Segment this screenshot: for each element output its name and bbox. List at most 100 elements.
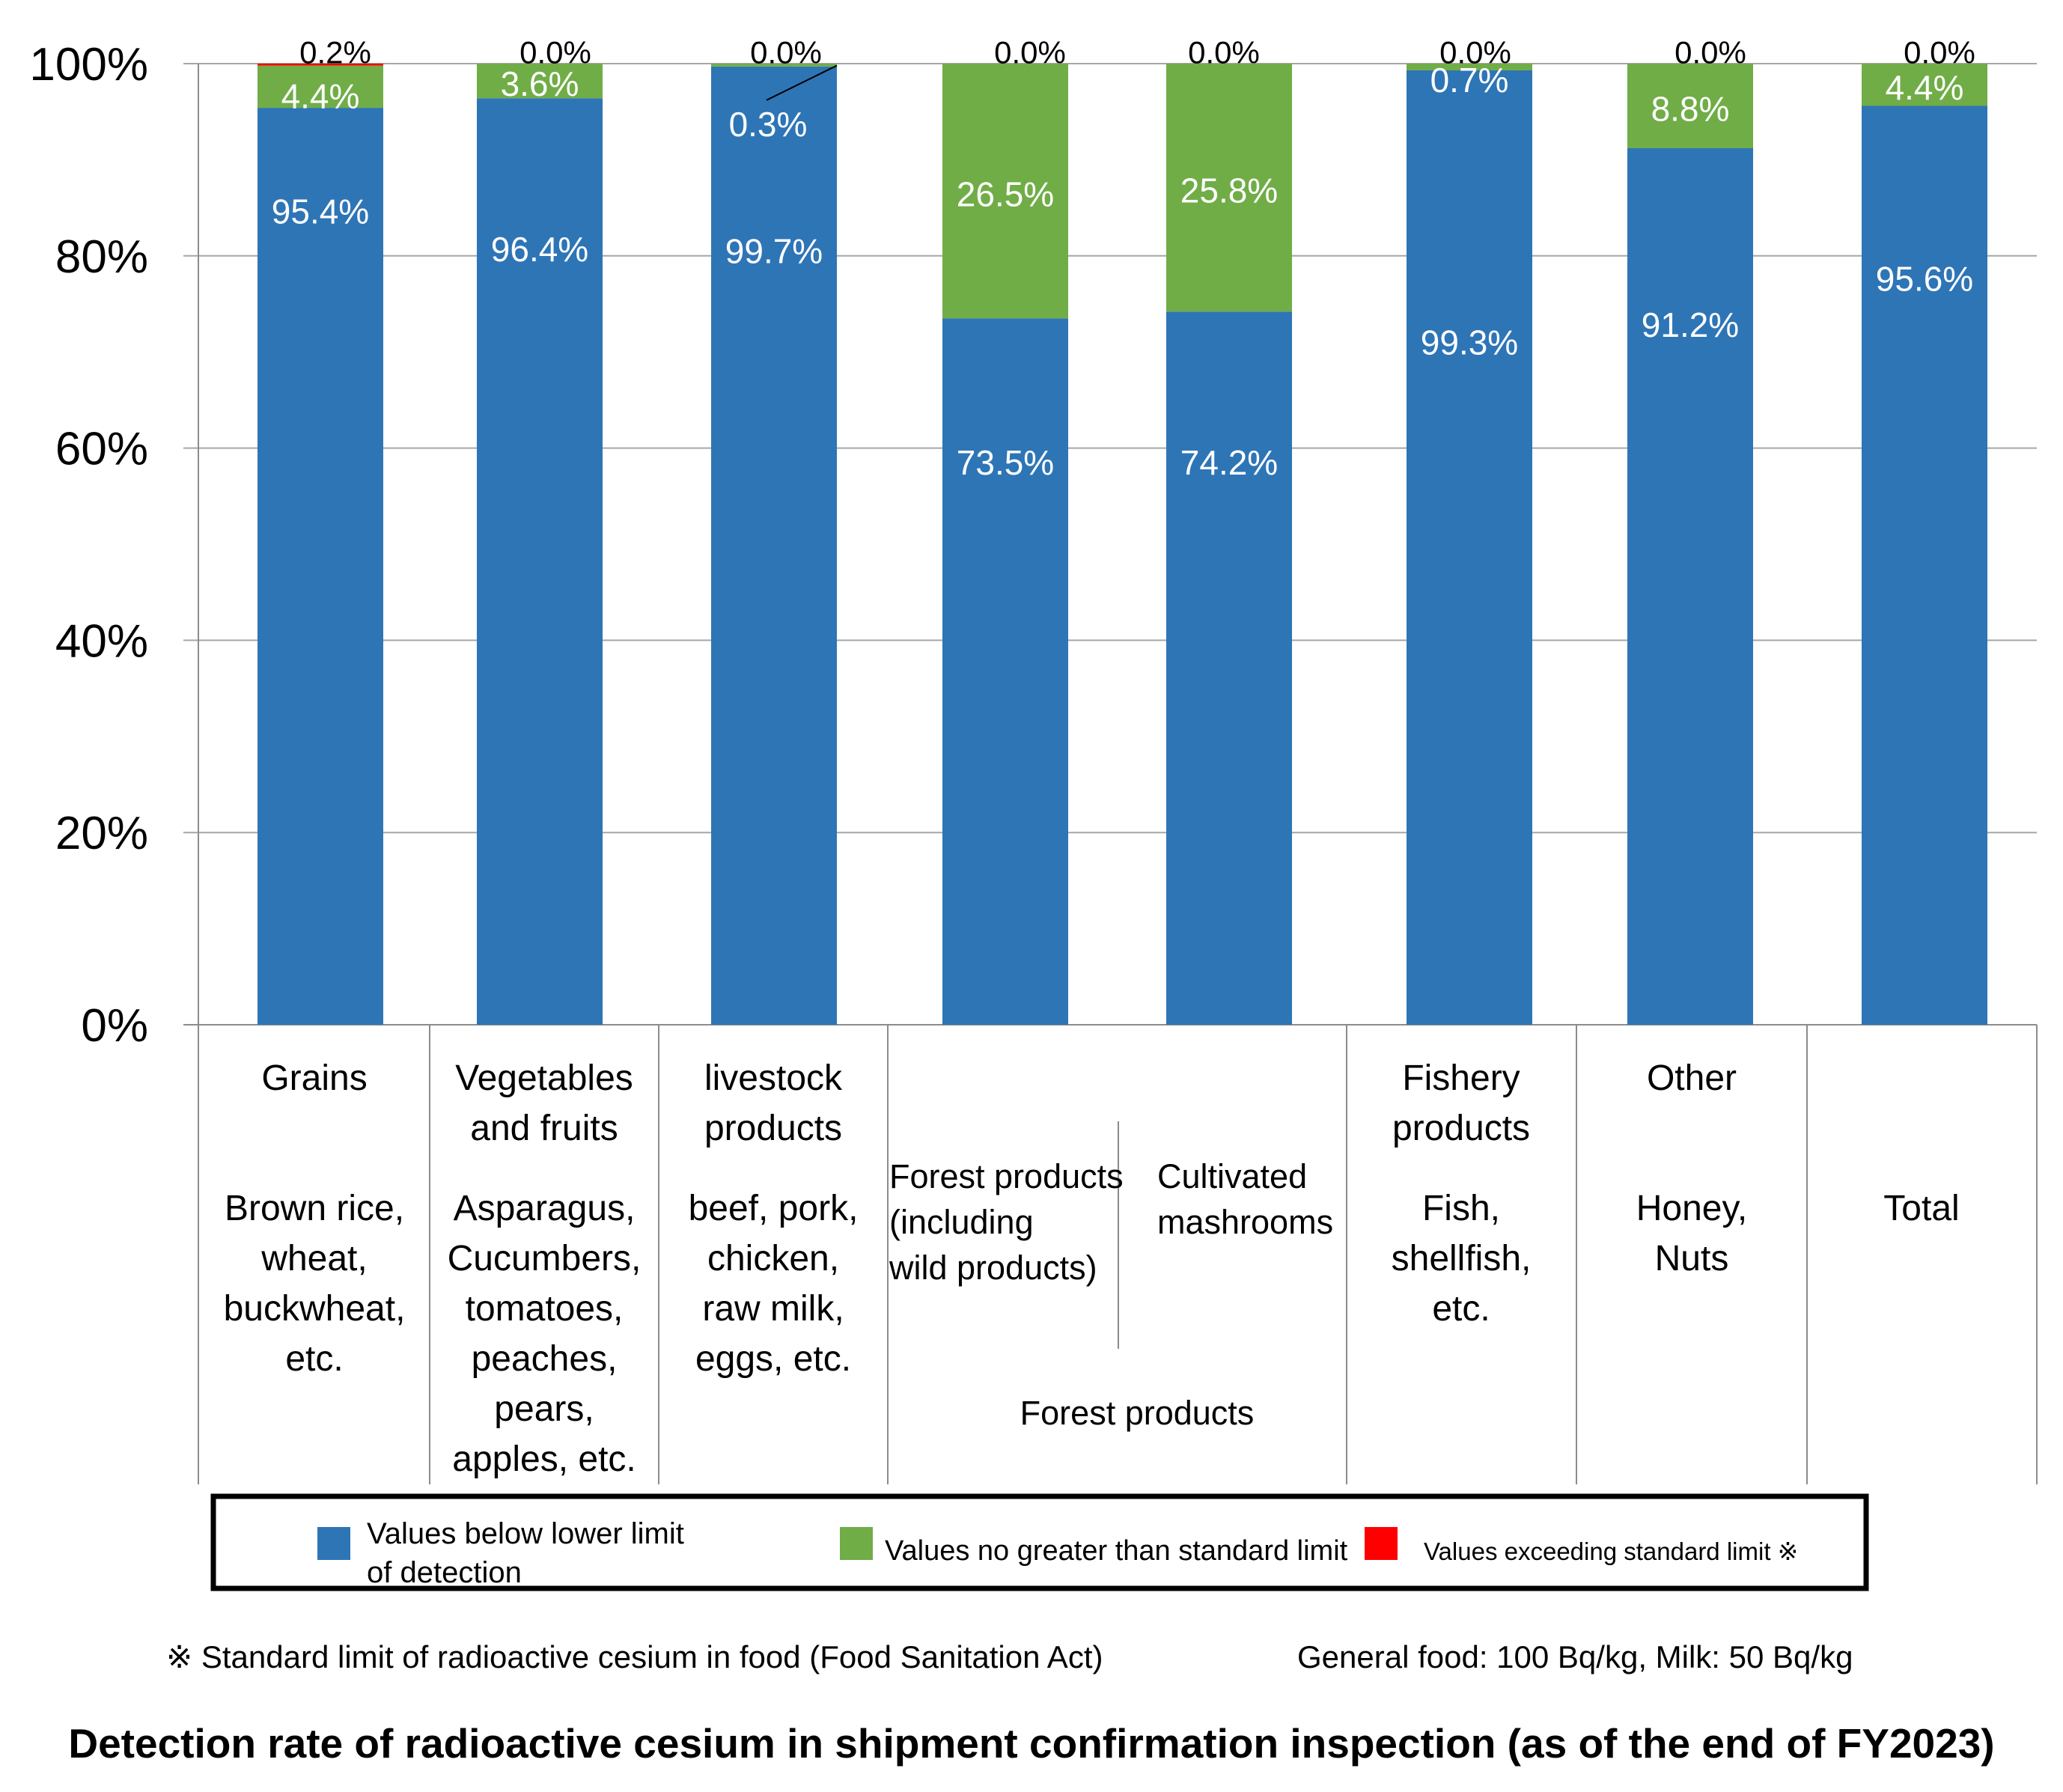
y-tick-label: 20% <box>55 808 148 859</box>
data-label-within-limit: 4.4% <box>1886 68 1964 107</box>
data-label-below-detection: 74.2% <box>1180 443 1278 482</box>
data-label-exceeding-limit: 0.0% <box>1188 34 1260 70</box>
data-label-below-detection: 95.6% <box>1876 260 1973 299</box>
data-label-exceeding-limit: 0.0% <box>994 34 1066 70</box>
bar-segment-within-limit <box>477 64 603 99</box>
footnote-left: ※ Standard limit of radioactive cesium i… <box>166 1639 1103 1674</box>
data-label-exceeding-limit: 0.0% <box>1675 34 1746 70</box>
data-label-within-limit: 0.3% <box>729 105 808 144</box>
bar-segment-within-limit <box>1407 64 1532 70</box>
category-detail: Brown rice, <box>225 1189 404 1228</box>
data-label-below-detection: 73.5% <box>957 443 1054 482</box>
category-name: livestock <box>704 1058 843 1098</box>
data-label-below-detection: 96.4% <box>491 230 588 269</box>
group-label-forest-products: Forest products <box>1020 1394 1255 1432</box>
bar-segment-below-detection <box>1166 311 1292 1025</box>
bar-segment-within-limit <box>1166 64 1292 312</box>
data-label-exceeding-limit: 0.0% <box>1904 34 1975 70</box>
category-detail: etc. <box>1432 1289 1490 1329</box>
category-detail: Nuts <box>1655 1239 1729 1279</box>
legend-box <box>210 1493 1869 1591</box>
data-label-within-limit: 3.6% <box>501 64 579 103</box>
y-tick-label: 60% <box>55 424 148 475</box>
legend-swatch-within-limit <box>840 1527 873 1560</box>
gridlines <box>183 63 2037 1025</box>
legend-label-below-detection: Values below lower limit <box>367 1517 684 1550</box>
category-name: mashrooms <box>1157 1203 1333 1241</box>
category-detail: Total <box>1883 1189 1959 1228</box>
data-label-exceeding-limit: 0.0% <box>519 34 591 70</box>
category-detail: peaches, <box>472 1339 618 1379</box>
data-label-below-detection: 99.7% <box>725 231 823 270</box>
data-label-within-limit: 26.5% <box>957 175 1054 214</box>
category-name: Forest products <box>889 1157 1124 1195</box>
bar-segment-within-limit <box>1862 64 1987 106</box>
category-detail: beef, pork, <box>689 1189 859 1228</box>
legend: Values below lower limit of detection Valu… <box>210 1493 1869 1591</box>
category-detail: wheat, <box>260 1239 367 1279</box>
category-detail: apples, etc. <box>452 1439 636 1479</box>
category-detail: tomatoes, <box>466 1289 624 1329</box>
data-label-within-limit: 0.7% <box>1430 61 1509 100</box>
legend-label-exceeding-limit: Values exceeding standard limit ※ <box>1424 1537 1798 1565</box>
category-detail: Honey, <box>1636 1189 1748 1228</box>
category-name: Vegetables <box>455 1058 633 1098</box>
legend-swatch-below-detection <box>317 1527 350 1560</box>
data-label-exceeding-limit: 0.2% <box>299 34 371 70</box>
category-name: wild products) <box>889 1249 1097 1287</box>
bar-segment-within-limit <box>942 64 1068 319</box>
legend-swatch-exceeding-limit <box>1365 1527 1398 1560</box>
category-detail: Cucumbers, <box>448 1239 642 1279</box>
bar-segment-below-detection <box>1627 147 1753 1025</box>
y-tick-label: 0% <box>81 1000 148 1052</box>
category-detail: raw milk, <box>702 1289 844 1329</box>
bar-segment-below-detection <box>711 66 837 1025</box>
category-name: Grains <box>261 1058 367 1098</box>
bar-segment-below-detection <box>1407 70 1532 1025</box>
y-tick-label: 40% <box>55 615 148 667</box>
bar-segment-within-limit <box>711 64 837 67</box>
category-detail: pears, <box>494 1389 594 1429</box>
data-label-below-detection: 99.3% <box>1421 323 1518 362</box>
bar-segment-exceeding-limit <box>258 64 383 66</box>
data-label-within-limit: 8.8% <box>1651 89 1730 128</box>
bar-segment-within-limit <box>258 65 383 109</box>
data-label-exceeding-limit: 0.0% <box>750 34 822 70</box>
data-label-below-detection: 91.2% <box>1642 305 1739 344</box>
category-table: Grains Brown rice, wheat, buckwheat, etc. Veg… <box>198 1025 2038 1484</box>
bars <box>258 64 1987 1025</box>
legend-label-below-detection: of detection <box>367 1556 522 1589</box>
bar-segment-below-detection <box>258 108 383 1025</box>
bar-segment-below-detection <box>477 98 603 1025</box>
category-detail: buckwheat, <box>224 1289 406 1329</box>
category-name: (including <box>889 1203 1034 1241</box>
category-name: products <box>704 1109 842 1148</box>
y-tick-label: 100% <box>29 39 148 91</box>
y-axis-ticks: 0% 20% 40% 60% 80% 100% <box>29 39 148 1052</box>
category-name: Fishery <box>1402 1058 1520 1098</box>
data-labels: 95.4%4.4%0.2%96.4%3.6%0.0%99.7%0.3%0.0%7… <box>272 34 1975 482</box>
category-name: and fruits <box>470 1109 618 1148</box>
data-label-within-limit: 25.8% <box>1180 171 1278 210</box>
category-name: products <box>1392 1109 1530 1148</box>
category-name: Cultivated <box>1157 1157 1307 1195</box>
data-label-exceeding-limit: 0.0% <box>1439 34 1511 70</box>
category-name: Other <box>1647 1058 1737 1098</box>
footnote-right: General food: 100 Bq/kg, Milk: 50 Bq/kg <box>1297 1639 1853 1674</box>
data-label-below-detection: 95.4% <box>272 192 369 231</box>
category-detail: shellfish, <box>1392 1239 1532 1279</box>
bar-segment-below-detection <box>1862 106 1987 1025</box>
bar-segment-within-limit <box>1627 64 1753 148</box>
category-detail: chicken, <box>707 1239 839 1279</box>
data-label-within-limit: 4.4% <box>281 77 360 116</box>
y-tick-label: 80% <box>55 231 148 283</box>
category-detail: eggs, etc. <box>695 1339 851 1379</box>
chart-title: Detection rate of radioactive cesium in … <box>68 1720 1994 1767</box>
bar-segment-below-detection <box>942 318 1068 1025</box>
category-detail: Fish, <box>1422 1189 1500 1228</box>
leader-line <box>766 64 838 101</box>
category-detail: Asparagus, <box>454 1189 636 1228</box>
legend-label-within-limit: Values no greater than standard limit <box>885 1535 1348 1567</box>
category-detail: etc. <box>285 1339 343 1379</box>
